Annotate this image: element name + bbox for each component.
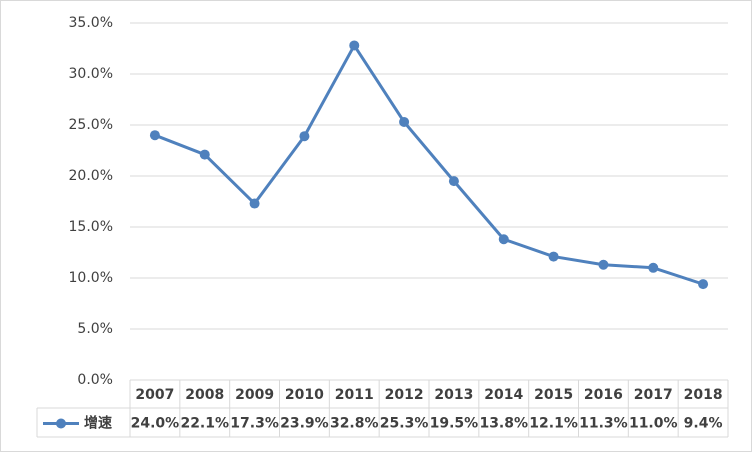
x-tick-label: 2014 bbox=[484, 387, 523, 403]
table-value: 25.3% bbox=[380, 416, 429, 432]
marker bbox=[299, 131, 310, 142]
table-value: 22.1% bbox=[180, 416, 229, 432]
x-tick-label: 2018 bbox=[684, 387, 723, 403]
table-value: 24.0% bbox=[131, 416, 180, 432]
x-tick-label: 2011 bbox=[335, 387, 374, 403]
y-tick-label: 5.0% bbox=[77, 321, 113, 337]
table-value: 23.9% bbox=[280, 416, 329, 432]
x-tick-label: 2013 bbox=[434, 387, 473, 403]
table-value: 19.5% bbox=[430, 416, 479, 432]
y-tick-label: 25.0% bbox=[69, 117, 113, 133]
marker bbox=[399, 116, 410, 127]
marker bbox=[498, 234, 509, 245]
marker bbox=[648, 262, 659, 273]
x-tick-label: 2010 bbox=[285, 387, 324, 403]
marker bbox=[149, 130, 160, 141]
x-tick-label: 2017 bbox=[634, 387, 673, 403]
marker bbox=[349, 40, 360, 51]
table-value: 32.8% bbox=[330, 416, 379, 432]
legend-marker bbox=[56, 418, 66, 429]
marker bbox=[199, 149, 210, 160]
y-tick-label: 15.0% bbox=[69, 219, 113, 235]
marker bbox=[598, 259, 609, 270]
table-value: 17.3% bbox=[230, 416, 279, 432]
marker bbox=[698, 279, 709, 290]
y-tick-label: 20.0% bbox=[69, 168, 113, 184]
x-tick-label: 2009 bbox=[235, 387, 274, 403]
x-tick-label: 2008 bbox=[185, 387, 224, 403]
marker bbox=[249, 198, 260, 209]
line bbox=[154, 43, 704, 286]
y-tick-label: 0.0% bbox=[77, 372, 113, 388]
y-tick-label: 30.0% bbox=[69, 66, 113, 82]
x-tick-label: 2007 bbox=[135, 387, 174, 403]
table-value: 11.3% bbox=[579, 416, 628, 432]
y-tick-label: 35.0% bbox=[69, 15, 113, 31]
x-tick-label: 2012 bbox=[385, 387, 424, 403]
marker bbox=[448, 176, 459, 187]
legend-label: 增速 bbox=[84, 415, 112, 432]
table-value: 11.0% bbox=[629, 416, 678, 432]
x-tick-label: 2015 bbox=[534, 387, 573, 403]
table-value: 9.4% bbox=[684, 416, 723, 432]
table-value: 13.8% bbox=[479, 416, 528, 432]
table-value: 12.1% bbox=[529, 416, 578, 432]
marker bbox=[548, 251, 559, 262]
x-tick-label: 2016 bbox=[584, 387, 623, 403]
y-tick-label: 10.0% bbox=[69, 270, 113, 286]
